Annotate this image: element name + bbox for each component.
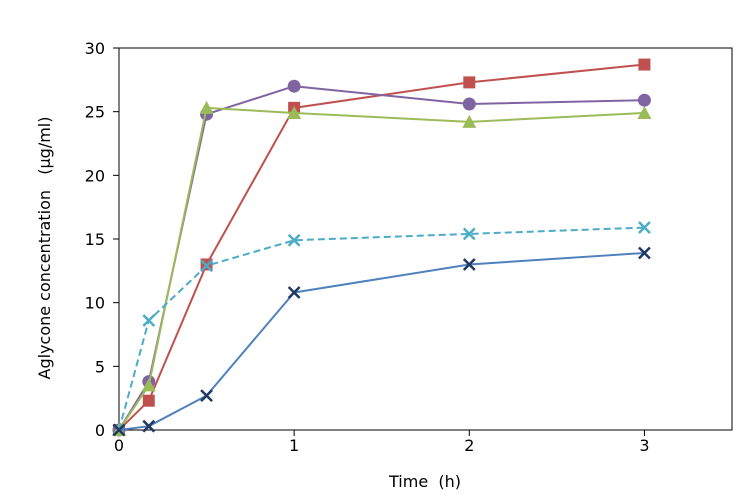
series-line — [118, 252, 645, 431]
series-line — [118, 63, 645, 431]
data-point-circle — [637, 93, 651, 107]
data-point-square — [638, 58, 651, 71]
data-point-x — [462, 258, 476, 271]
data-point-x — [638, 246, 651, 260]
series-line — [118, 226, 645, 431]
x-tick-label: 3 — [639, 436, 649, 455]
y-tick-label: 30 — [85, 39, 105, 58]
data-point-triangle — [462, 114, 477, 128]
data-point-square — [463, 76, 476, 89]
x-tick-label: 1 — [289, 436, 299, 455]
data-point-x — [112, 423, 126, 437]
y-tick-label: 15 — [85, 230, 105, 249]
data-point-x — [287, 286, 301, 299]
series-1 — [113, 58, 651, 436]
data-point-triangle — [287, 105, 302, 119]
data-point-x — [287, 233, 301, 247]
x-tick-label: 0 — [114, 436, 124, 455]
x-tick-label: 2 — [464, 436, 474, 455]
data-point-triangle — [141, 378, 156, 392]
y-tick-label: 0 — [95, 421, 105, 440]
y-axis-ticks: 0 5 10 15 20 25 30 — [85, 39, 119, 440]
data-point-x — [200, 259, 213, 273]
data-point-x — [200, 389, 213, 403]
y-tick-label: 10 — [85, 294, 105, 313]
data-point-triangle — [199, 100, 214, 114]
plot-area-frame — [118, 47, 733, 431]
data-point-x — [638, 221, 651, 234]
x-axis-title: Time (h) — [388, 472, 461, 491]
y-axis-title: Aglycone concentration (μg/ml) — [35, 117, 54, 380]
x-axis-ticks: 0 1 2 3 — [114, 430, 650, 455]
y-tick-label: 5 — [95, 357, 105, 376]
data-point-triangle — [637, 105, 652, 119]
data-point-x — [142, 419, 156, 433]
series-4 — [112, 221, 651, 437]
data-point-circle — [287, 79, 301, 93]
y-tick-label: 20 — [85, 166, 105, 185]
series-layer — [112, 58, 652, 437]
y-tick-label: 25 — [85, 103, 105, 122]
series-3 — [112, 100, 652, 436]
data-point-square — [142, 394, 155, 407]
series-line — [118, 106, 645, 431]
series-5 — [112, 246, 651, 437]
data-point-x — [462, 227, 476, 241]
data-point-circle — [462, 97, 476, 111]
data-point-x — [142, 314, 156, 327]
